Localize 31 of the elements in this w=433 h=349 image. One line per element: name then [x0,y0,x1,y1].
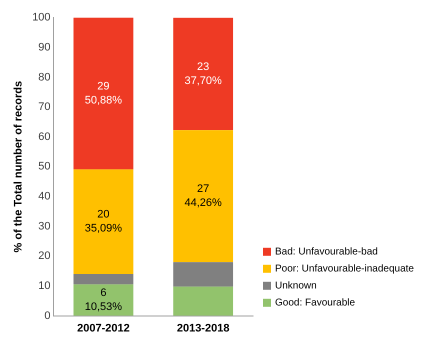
bar [74,284,134,316]
legend-label: Good: Favourable [275,298,356,309]
bar [74,18,134,170]
y-axis-title: % of the Total number of records [12,80,25,252]
data-label: 6 10,53% [84,287,122,314]
y-tick-label: 60 [38,130,51,143]
x-tick-label: 2013-2018 [176,322,230,334]
bar [74,169,134,274]
legend-label: Poor: Unfavourable-inadequate [275,264,414,275]
data-label: 27 44,26% [184,183,222,210]
bar [173,18,234,130]
x-tick-label: 2007-2012 [77,322,130,334]
y-tick-label: 100 [32,12,51,24]
data-label: 29 50,88% [84,80,122,106]
y-tick-label: 50 [38,160,51,173]
y-tick-label: 0 [44,310,51,322]
y-tick-label: 70 [38,101,51,114]
y-tick-label: 20 [38,250,51,262]
y-tick-label: 40 [38,190,51,203]
y-tick-label: 10 [38,280,51,292]
bar [173,262,234,287]
bar [74,274,134,284]
y-tick-label: 80 [38,71,51,84]
legend-label: Unknown [275,280,317,292]
data-label: 23 37,70% [184,60,222,87]
bar [173,286,234,316]
data-label: 20 35,09% [84,208,122,235]
bar [173,130,234,262]
y-tick-label: 90 [38,41,51,54]
legend-label: Bad: Unfavourable-bad [275,246,378,258]
y-tick-label: 30 [38,220,51,232]
